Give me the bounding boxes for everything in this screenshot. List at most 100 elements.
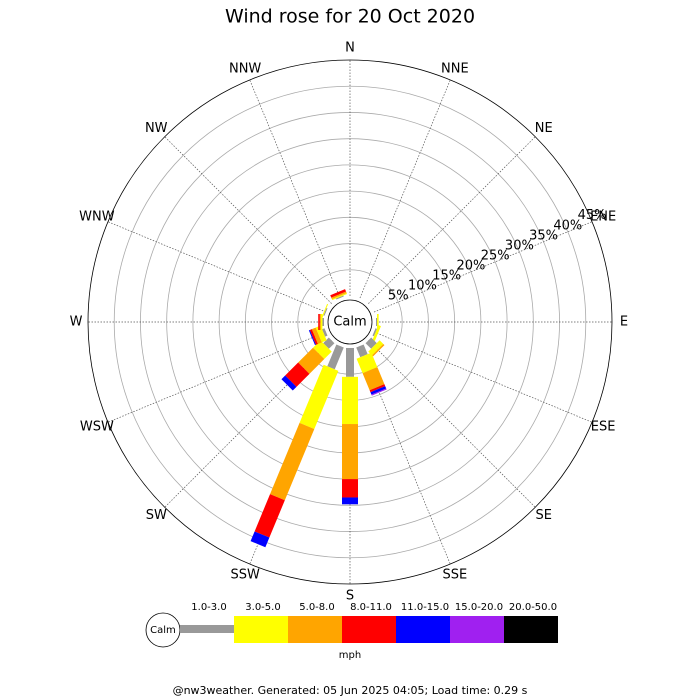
direction-label: E — [620, 315, 628, 330]
legend-swatch — [504, 616, 558, 643]
direction-bar — [372, 325, 381, 341]
bar-segment — [369, 384, 386, 393]
legend-swatch — [342, 616, 396, 643]
bar-segment — [342, 376, 358, 425]
ring-label: 35% — [529, 228, 558, 243]
direction-label: NNE — [441, 61, 469, 76]
bar-segment — [311, 327, 322, 344]
bar-segment — [372, 328, 378, 337]
bar-segment — [376, 318, 378, 326]
calm-label: Calm — [333, 315, 366, 330]
grid-ring — [87, 59, 613, 585]
bar-segment — [319, 314, 321, 330]
spoke — [373, 221, 593, 313]
direction-label: ESE — [591, 419, 616, 434]
spoke — [249, 79, 341, 299]
legend-label: 15.0-20.0 — [455, 602, 503, 613]
spoke — [359, 79, 451, 299]
bar-segment — [331, 291, 347, 300]
ring-label: 20% — [456, 258, 485, 273]
bar-segment — [342, 479, 358, 498]
bar-segment — [356, 344, 368, 358]
bar-segment — [320, 303, 329, 320]
legend-swatch — [288, 616, 342, 643]
bar-segment — [318, 314, 320, 330]
bar-segment — [298, 347, 325, 374]
spoke — [164, 136, 332, 304]
grid-ring — [113, 85, 587, 559]
bar-segment — [330, 289, 347, 298]
bar-segment — [372, 325, 381, 341]
legend-calm-label: Calm — [150, 625, 176, 636]
bar-segment — [342, 497, 358, 505]
direction-label: NW — [145, 121, 168, 136]
bar-segment — [299, 364, 339, 430]
direction-label: WSW — [80, 419, 114, 434]
direction-bar — [318, 314, 324, 330]
bar-segment — [365, 337, 377, 349]
bar-segment — [322, 328, 328, 337]
footer: @nw3weather. Generated: 05 Jun 2025 04:0… — [173, 684, 528, 697]
bar-segment — [254, 494, 285, 538]
bar-segment — [370, 386, 387, 395]
spoke — [368, 340, 536, 508]
direction-bar — [342, 348, 358, 505]
spoke — [107, 221, 327, 313]
ring-label: 30% — [505, 238, 534, 253]
bar-segment — [323, 307, 328, 316]
direction-label: N — [345, 41, 355, 56]
bar-segment — [346, 348, 354, 377]
spoke — [107, 331, 327, 423]
calm-circle — [327, 299, 373, 345]
bar-segment — [362, 367, 385, 391]
direction-label: SW — [146, 508, 167, 523]
direction-bar — [320, 303, 329, 320]
direction-label: ENE — [590, 210, 616, 225]
direction-bar — [330, 289, 348, 301]
bar-segment — [312, 340, 332, 360]
bar-segment — [309, 329, 318, 345]
legend-swatch — [234, 616, 288, 643]
legend-label: 20.0-50.0 — [509, 602, 557, 613]
bar-segment — [356, 352, 378, 374]
ring-label: 25% — [481, 248, 510, 263]
direction-bar — [250, 344, 344, 548]
bar-segment — [335, 295, 344, 300]
legend-unit: mph — [339, 650, 361, 661]
bar-segment — [331, 292, 348, 301]
bar-segment — [368, 340, 384, 356]
bar-segment — [281, 375, 297, 391]
bar-segment — [250, 531, 270, 548]
ring-label: 5% — [388, 289, 409, 304]
direction-label: S — [346, 589, 354, 604]
bar-segment — [285, 362, 310, 387]
ring-label: 10% — [408, 278, 437, 293]
legend-label: 1.0-3.0 — [191, 602, 226, 613]
legend-swatch — [180, 625, 234, 633]
legend-label: 3.0-5.0 — [245, 602, 280, 613]
bar-segment — [327, 344, 344, 370]
direction-label: SE — [536, 508, 552, 523]
ring-label: 45% — [578, 208, 607, 223]
spoke — [373, 331, 593, 423]
spoke — [368, 136, 536, 304]
bar-segment — [270, 422, 315, 501]
legend-swatch — [450, 616, 504, 643]
bar-segment — [322, 318, 324, 326]
bar-segment — [371, 388, 387, 396]
direction-label: W — [70, 315, 83, 330]
legend-label: 5.0-8.0 — [299, 602, 334, 613]
direction-bar — [365, 337, 385, 357]
legend-label: 11.0-15.0 — [401, 602, 449, 613]
bar-segment — [342, 424, 358, 480]
ring-label: 15% — [432, 268, 461, 283]
ring-label: 40% — [553, 218, 582, 233]
direction-bar — [281, 337, 335, 391]
legend-swatch — [396, 616, 450, 643]
direction-bar — [356, 344, 387, 396]
direction-label: SSW — [230, 568, 260, 583]
direction-label: NE — [535, 121, 553, 136]
direction-label: NNW — [229, 61, 261, 76]
direction-label: SSE — [442, 568, 467, 583]
